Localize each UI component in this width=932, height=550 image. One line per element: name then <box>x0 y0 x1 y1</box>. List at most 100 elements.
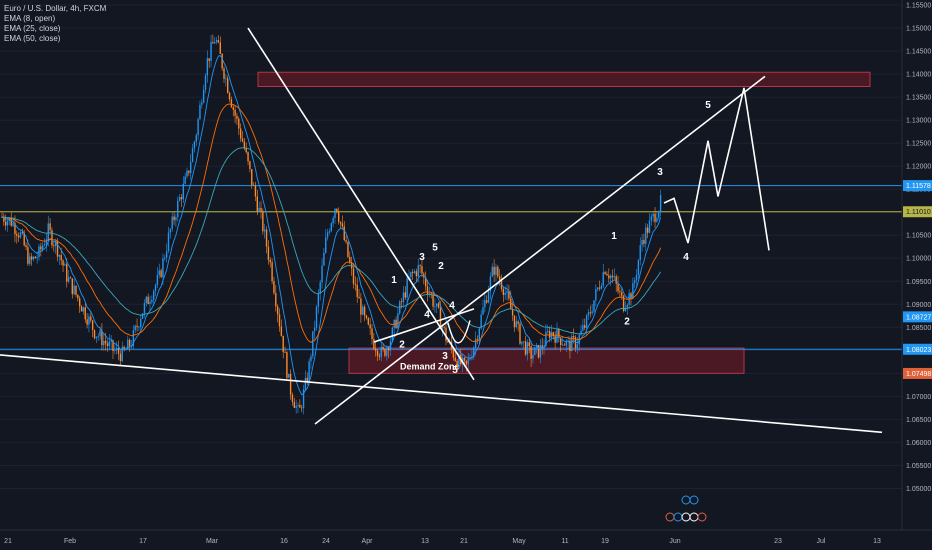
candle-body <box>321 265 323 283</box>
price-tick-label: 1.15500 <box>906 3 931 10</box>
candle-body <box>3 216 5 222</box>
price-tick-label: 1.09000 <box>906 302 931 309</box>
candle-body <box>524 341 527 355</box>
event-badge-icon[interactable] <box>689 512 699 522</box>
candle-body <box>560 337 562 345</box>
candle-body <box>650 216 653 221</box>
candle-body <box>597 287 599 290</box>
event-badge-icon[interactable] <box>673 512 683 522</box>
candle-body <box>27 247 29 264</box>
candle-body <box>127 339 129 350</box>
candle-body <box>275 293 277 307</box>
candle-body <box>445 327 447 341</box>
candle-body <box>474 338 477 348</box>
candle-body <box>138 326 140 328</box>
candle-body <box>30 256 33 260</box>
candle-body <box>293 401 295 408</box>
candle-body <box>256 196 258 212</box>
price-axis-bg <box>902 0 932 550</box>
event-badge-icon[interactable] <box>681 495 691 505</box>
candle-body <box>230 99 233 108</box>
candle-body <box>443 326 445 328</box>
candle-body <box>349 256 351 263</box>
candle-body <box>617 283 619 292</box>
candle-body <box>643 240 645 244</box>
candle-body <box>121 346 123 362</box>
time-axis: 21 Feb 17 Mar 16 24 Apr 13 21 May 11 19 Jun 23 Jul 13 <box>0 529 932 545</box>
candle-body <box>432 294 434 307</box>
price-tag <box>903 343 932 355</box>
candle-body <box>637 259 640 275</box>
legend-ema-50[interactable]: EMA (50, close) <box>4 34 61 43</box>
candle-body <box>17 235 20 238</box>
candle-body <box>262 211 264 232</box>
event-badge-icon[interactable] <box>681 512 691 522</box>
time-tick-label: 17 <box>139 538 147 545</box>
candle-body <box>249 161 251 170</box>
candle-body <box>310 356 312 362</box>
price-tag-label: 1.11578 <box>906 183 931 190</box>
candle-body <box>276 306 279 315</box>
candle-body <box>558 329 560 338</box>
event-badge-icon[interactable] <box>689 495 699 505</box>
candle-body <box>99 330 101 337</box>
candle-body <box>106 343 109 346</box>
candle-body <box>110 340 112 342</box>
candle-body <box>282 335 284 353</box>
candle-body <box>43 244 46 246</box>
legend-symbol[interactable]: Euro / U.S. Dollar, 4h, FXCM <box>4 4 107 13</box>
candle-body <box>495 266 497 275</box>
candle-body <box>258 207 260 212</box>
ascending-wedge-line <box>314 75 766 425</box>
candle-body <box>534 347 536 356</box>
candle-body <box>345 240 347 242</box>
candle-body <box>91 320 94 330</box>
candle-body <box>36 256 38 259</box>
event-badge-icon[interactable] <box>665 512 675 522</box>
event-badge-icon[interactable] <box>697 512 707 522</box>
candle-body <box>56 241 59 257</box>
candle-body <box>95 336 98 339</box>
candle-body <box>465 360 468 365</box>
wave-label-1: 1 <box>391 275 397 286</box>
candle-body <box>97 336 99 338</box>
candle-body <box>84 307 86 320</box>
candle-body <box>602 272 604 286</box>
candle-body <box>114 350 116 352</box>
candle-body <box>417 265 419 277</box>
wave-label-4: 4 <box>424 309 430 320</box>
candle-body <box>284 352 286 353</box>
candle-body <box>630 293 632 300</box>
wave-label-2: 2 <box>624 316 630 327</box>
candle-body <box>434 306 436 308</box>
time-tick-label: Apr <box>362 538 374 545</box>
candle-body <box>504 293 506 295</box>
lower-trendline <box>0 354 883 434</box>
candle-body <box>80 306 83 312</box>
legend-ema-25[interactable]: EMA (25, close) <box>4 24 61 33</box>
candle-body <box>454 357 456 361</box>
candle-body <box>254 185 257 197</box>
candle-body <box>199 104 201 120</box>
wave-label-2: 2 <box>438 261 444 272</box>
candle-body <box>473 347 475 358</box>
candle-body <box>212 42 214 44</box>
candle-body <box>5 221 7 226</box>
candle-body <box>659 195 662 212</box>
wave-label-4: 4 <box>683 252 689 263</box>
time-tick-label: 24 <box>322 538 330 545</box>
candle-body <box>406 278 408 298</box>
candle-body <box>635 274 638 281</box>
candle-body <box>400 301 403 303</box>
wave-label-5: 5 <box>432 243 438 254</box>
candle-body <box>73 285 75 295</box>
legend-ema-8[interactable]: EMA (8, open) <box>4 14 56 23</box>
candle-body <box>306 377 308 383</box>
candle-body <box>247 152 249 162</box>
candle-body <box>547 331 549 332</box>
candle-body <box>519 323 521 344</box>
candle-body <box>119 353 122 362</box>
candle-body <box>367 318 369 325</box>
price-tick-label: 1.10000 <box>906 256 931 263</box>
candle-body <box>580 330 582 335</box>
